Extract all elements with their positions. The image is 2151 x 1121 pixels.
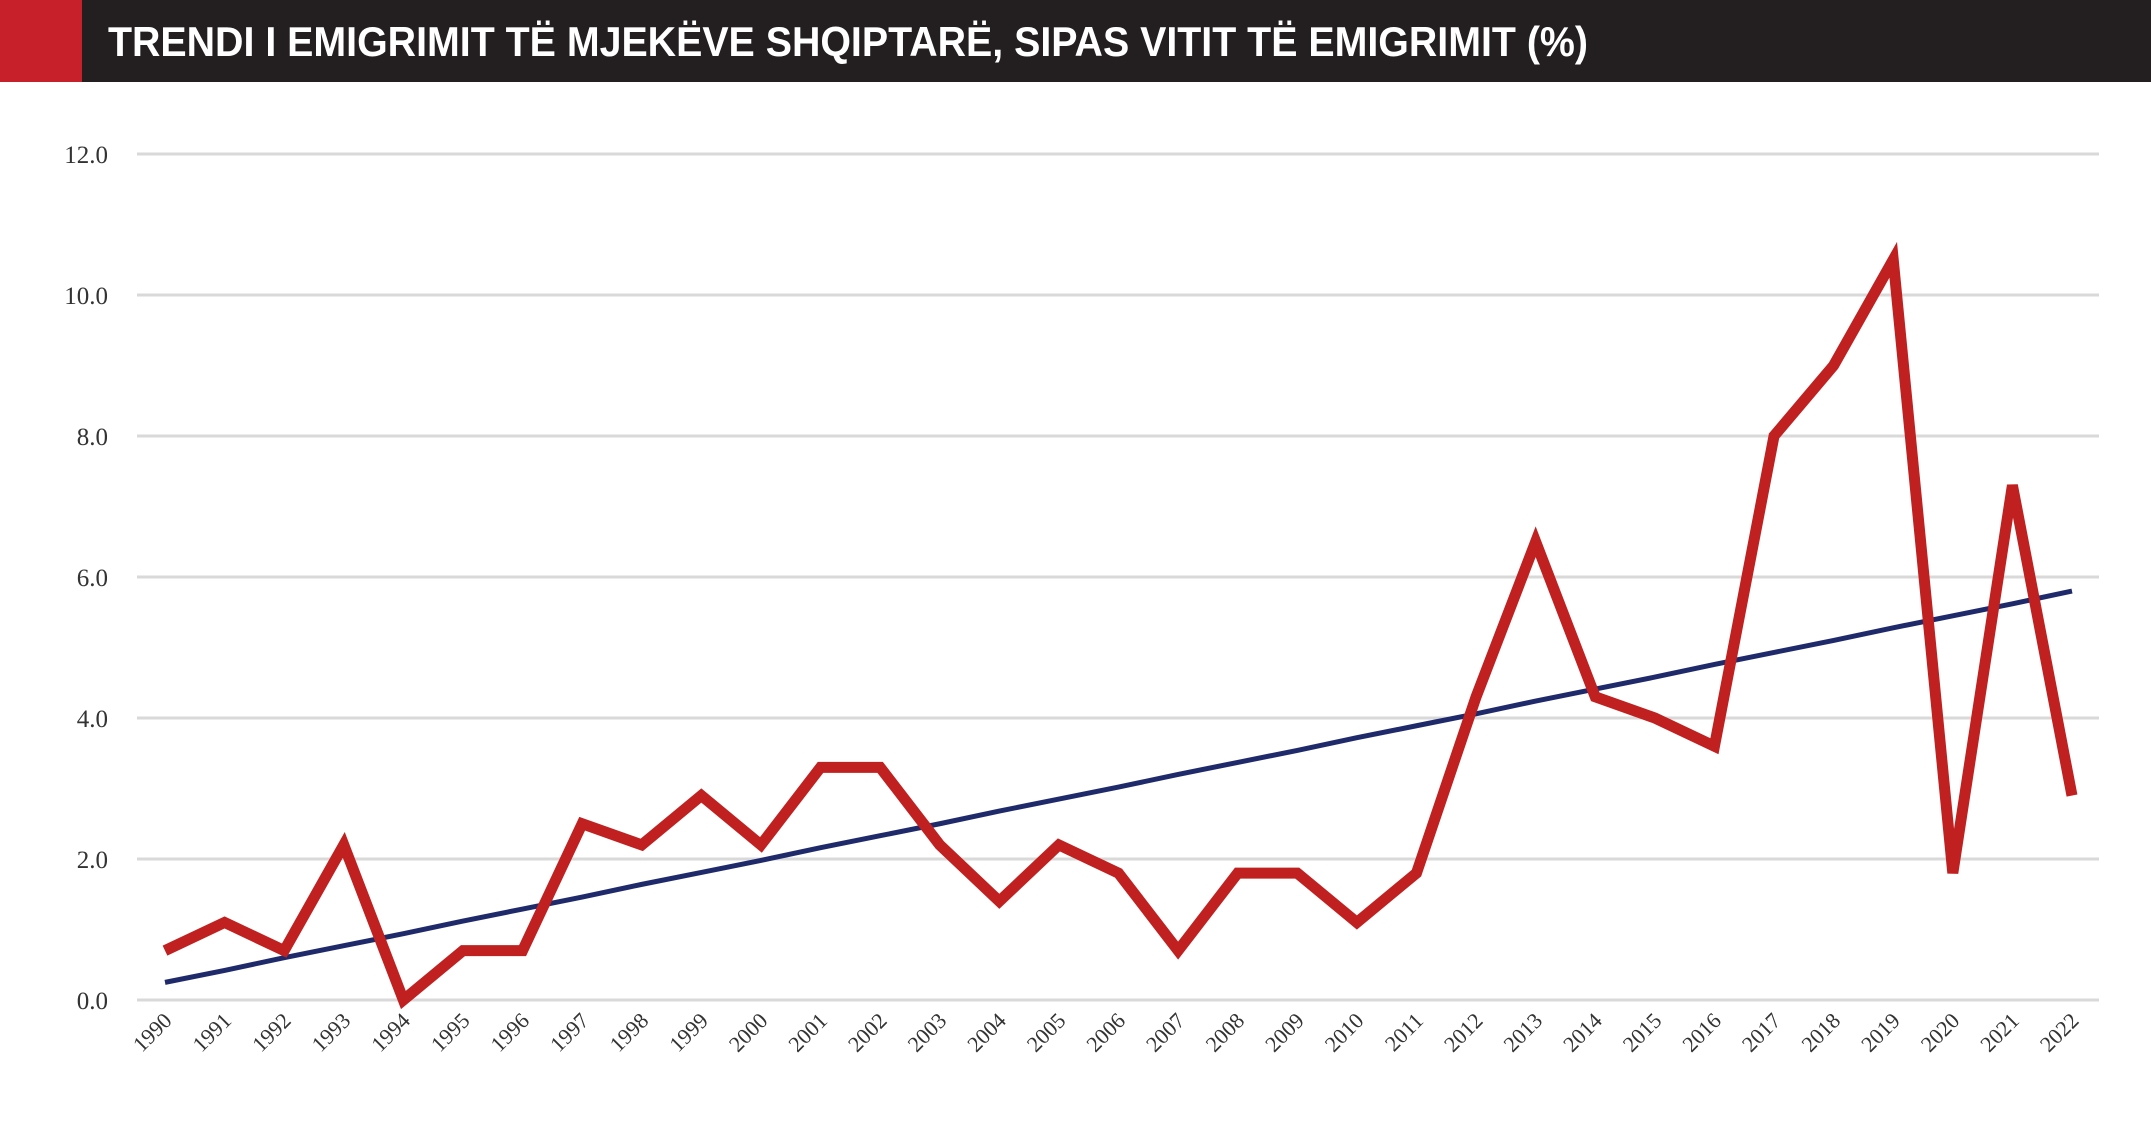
x-tick-label: 2015	[1618, 1008, 1667, 1057]
y-tick-label: 8.0	[77, 424, 108, 451]
x-tick-label: 2006	[1081, 1008, 1130, 1057]
x-tick-label: 1995	[426, 1008, 475, 1057]
x-tick-label: 2005	[1022, 1008, 1071, 1057]
x-tick-label: 2011	[1380, 1008, 1428, 1056]
data-line	[162, 241, 2078, 1010]
x-tick-label: 1992	[247, 1008, 296, 1057]
x-tick-label: 2002	[843, 1008, 892, 1057]
x-tick-label: 1996	[485, 1008, 534, 1057]
x-tick-label: 1998	[604, 1008, 653, 1057]
x-tick-label: 2022	[2035, 1008, 2084, 1057]
x-tick-label: 2000	[724, 1008, 773, 1057]
y-tick-label: 12.0	[64, 142, 108, 169]
x-tick-label: 2012	[1439, 1008, 1488, 1057]
x-tick-label: 2008	[1200, 1008, 1249, 1057]
x-tick-label: 2014	[1558, 1008, 1607, 1057]
x-tick-label: 2010	[1320, 1008, 1369, 1057]
y-tick-label: 2.0	[77, 847, 108, 874]
x-tick-label: 1991	[187, 1008, 236, 1057]
y-tick-label: 0.0	[77, 988, 108, 1015]
x-tick-label: 1993	[307, 1008, 356, 1057]
x-tick-label: 1990	[128, 1008, 177, 1057]
y-tick-label: 6.0	[77, 565, 108, 592]
x-tick-label: 2013	[1498, 1008, 1547, 1057]
x-tick-label: 1994	[366, 1008, 415, 1057]
x-tick-label: 2017	[1737, 1008, 1786, 1057]
header-bar	[82, 0, 2151, 82]
chart-title: TRENDI I EMIGRIMIT TË MJEKËVE SHQIPTARË,…	[108, 18, 1588, 65]
x-tick-label: 2021	[1975, 1008, 2024, 1057]
y-tick-label: 4.0	[77, 706, 108, 733]
x-tick-label: 1997	[545, 1008, 594, 1057]
x-tick-label: 2018	[1796, 1008, 1845, 1057]
x-tick-label: 2007	[1141, 1008, 1190, 1057]
trend-line	[164, 588, 2073, 985]
x-tick-label: 2020	[1916, 1008, 1965, 1057]
x-tick-label: 2019	[1856, 1008, 1905, 1057]
x-tick-label: 2009	[1260, 1008, 1309, 1057]
x-tick-label: 2016	[1677, 1008, 1726, 1057]
header-accent	[0, 0, 82, 82]
x-tick-label: 2001	[783, 1008, 832, 1057]
x-tick-label: 2003	[902, 1008, 951, 1057]
x-tick-label: 1999	[664, 1008, 713, 1057]
x-tick-label: 2004	[962, 1008, 1011, 1057]
y-tick-label: 10.0	[64, 283, 108, 310]
